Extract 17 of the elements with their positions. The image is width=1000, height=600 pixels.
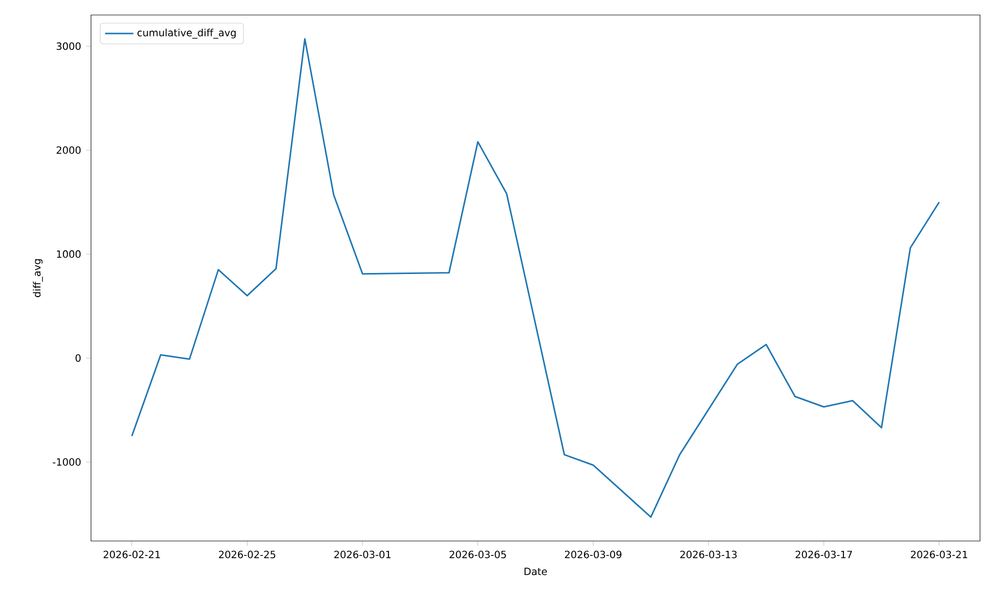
y-tick-label: -1000 bbox=[52, 458, 81, 466]
line-series bbox=[131, 38, 940, 518]
y-tick-label: 0 bbox=[76, 354, 81, 362]
y-axis-title: diff_avg bbox=[32, 259, 43, 298]
x-tick-label: 2026-03-21 bbox=[910, 550, 968, 558]
legend-label: cumulative_diff_avg bbox=[138, 28, 236, 39]
x-tick-label: 2026-03-01 bbox=[334, 550, 391, 558]
x-axis-title: Date bbox=[524, 568, 547, 576]
x-tick-label: 2026-03-13 bbox=[680, 550, 737, 558]
x-tick-label: 2026-02-21 bbox=[104, 550, 160, 558]
x-tick-label: 2026-03-05 bbox=[450, 550, 506, 558]
y-tick-label: 1000 bbox=[57, 250, 81, 258]
x-tick-label: 2026-02-25 bbox=[218, 550, 276, 558]
x-tick-label: 2026-03-17 bbox=[796, 550, 852, 558]
x-tick-label: 2026-03-09 bbox=[564, 550, 622, 558]
y-tick-label: 3000 bbox=[56, 42, 81, 50]
y-tick-label: 2000 bbox=[56, 146, 81, 154]
